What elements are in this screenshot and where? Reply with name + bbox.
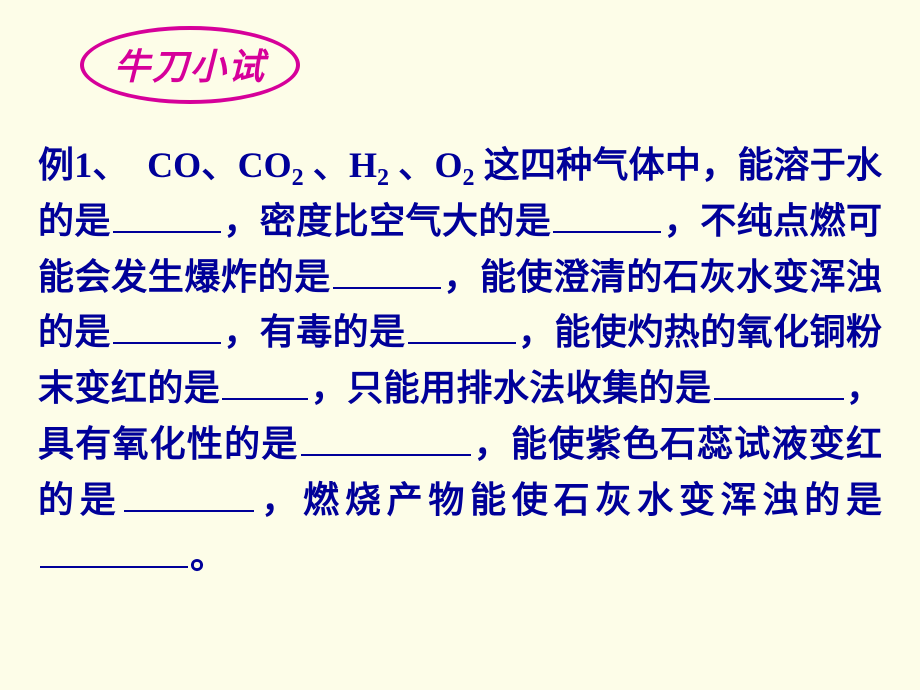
blank-8 — [301, 420, 471, 456]
text-gas-a: CO、CO — [147, 145, 291, 185]
blank-3 — [333, 253, 441, 289]
text-gas-b: 、H — [313, 145, 377, 185]
text-seg2: ，密度比空气大的是 — [223, 201, 551, 241]
blank-6 — [222, 364, 308, 400]
text-seg11: 。 — [190, 536, 226, 576]
subscript: 2 — [377, 165, 389, 191]
blank-10 — [40, 532, 188, 568]
badge-container: 牛刀小试 — [80, 26, 300, 104]
blank-1 — [113, 197, 221, 233]
blank-9 — [124, 476, 254, 512]
section-badge: 牛刀小试 — [80, 26, 300, 104]
slide: 牛刀小试 例1、 CO、CO2 、H2 、O2 这四种气体中，能溶于水的是，密度… — [0, 0, 920, 690]
subscript: 2 — [463, 165, 475, 191]
text-seg7: ，只能用排水法收集的是 — [310, 368, 711, 408]
example-prefix: 例1、 — [38, 145, 129, 185]
blank-5 — [408, 308, 516, 344]
blank-7 — [714, 364, 844, 400]
blank-2 — [553, 197, 661, 233]
blank-4 — [113, 308, 221, 344]
text-gas-c: 、O — [398, 145, 462, 185]
text-seg10: ，燃烧产物能使石灰水变浑浊的是 — [256, 480, 882, 520]
text-seg5: ，有毒的是 — [223, 312, 406, 352]
subscript: 2 — [292, 165, 304, 191]
question-body: 例1、 CO、CO2 、H2 、O2 这四种气体中，能溶于水的是，密度比空气大的… — [38, 138, 882, 584]
